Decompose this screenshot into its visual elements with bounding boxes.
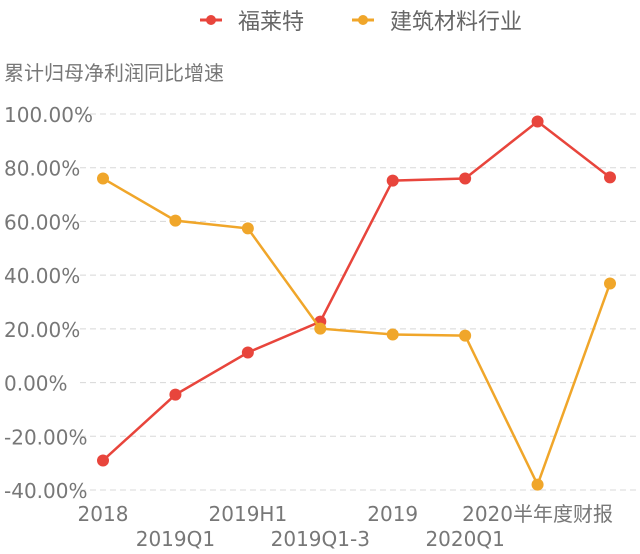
y-tick-label: 40.00%	[4, 264, 80, 288]
data-point	[241, 346, 254, 359]
legend-item-building-materials[interactable]: 建筑材料行业	[352, 10, 522, 35]
y-tick-label: 20.00%	[4, 318, 80, 342]
data-point	[241, 222, 254, 235]
data-point	[97, 454, 109, 467]
x-tick-label: 2019Q1-3	[271, 527, 370, 550]
data-point	[314, 322, 327, 335]
data-point	[531, 478, 544, 491]
x-tick-label: 2019	[367, 502, 418, 526]
series-0	[97, 115, 616, 467]
x-tick-label: 2018	[78, 502, 129, 526]
x-tick-label: 2019H1	[209, 502, 288, 526]
data-point	[169, 214, 182, 227]
y-tick-label: 100.00%	[4, 103, 93, 127]
data-point	[169, 388, 182, 401]
data-point	[459, 329, 472, 342]
x-tick-label: 2019Q1	[136, 527, 215, 550]
series-line	[102, 177, 612, 488]
legend: 福莱特 建筑材料行业	[200, 10, 522, 35]
y-tick-label: 60.00%	[4, 210, 80, 234]
data-point	[531, 115, 544, 128]
y-tick-label: 0.00%	[4, 372, 68, 396]
x-tick-label: 2020Q1	[425, 527, 504, 550]
y-tick-label: 80.00%	[4, 157, 80, 181]
series-1	[97, 172, 616, 491]
y-tick-label: -40.00%	[4, 479, 87, 503]
legend-label: 福莱特	[238, 10, 304, 35]
legend-label: 建筑材料行业	[390, 10, 522, 35]
y-tick-label: -20.00%	[4, 425, 87, 449]
y-axis-title: 累计归母净利润同比增速	[4, 61, 224, 85]
data-point	[386, 328, 399, 341]
data-point	[459, 172, 472, 185]
data-point	[386, 174, 399, 187]
data-point	[604, 277, 616, 290]
data-point	[604, 171, 616, 184]
series-line	[102, 119, 611, 462]
x-tick-label: 2020半年度财报	[462, 502, 613, 526]
data-point	[97, 172, 109, 185]
legend-item-fulaite[interactable]: 福莱特	[200, 10, 304, 35]
